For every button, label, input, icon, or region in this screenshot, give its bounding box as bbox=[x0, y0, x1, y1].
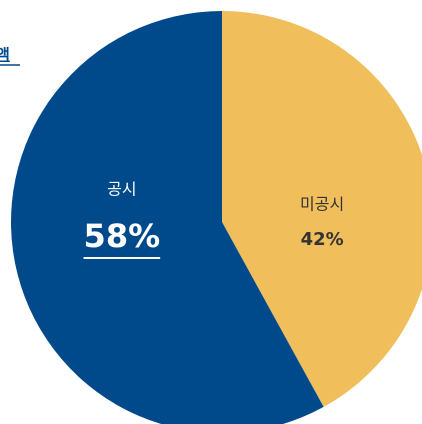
slice-name: 공시 bbox=[107, 180, 136, 199]
slice-value: 58% bbox=[84, 217, 161, 255]
pie-slice bbox=[222, 11, 422, 407]
pie-slice bbox=[11, 11, 324, 424]
slice-value: 42% bbox=[301, 229, 344, 250]
chart-title: 액 bbox=[0, 46, 10, 64]
slice-name: 미공시 bbox=[300, 195, 344, 214]
